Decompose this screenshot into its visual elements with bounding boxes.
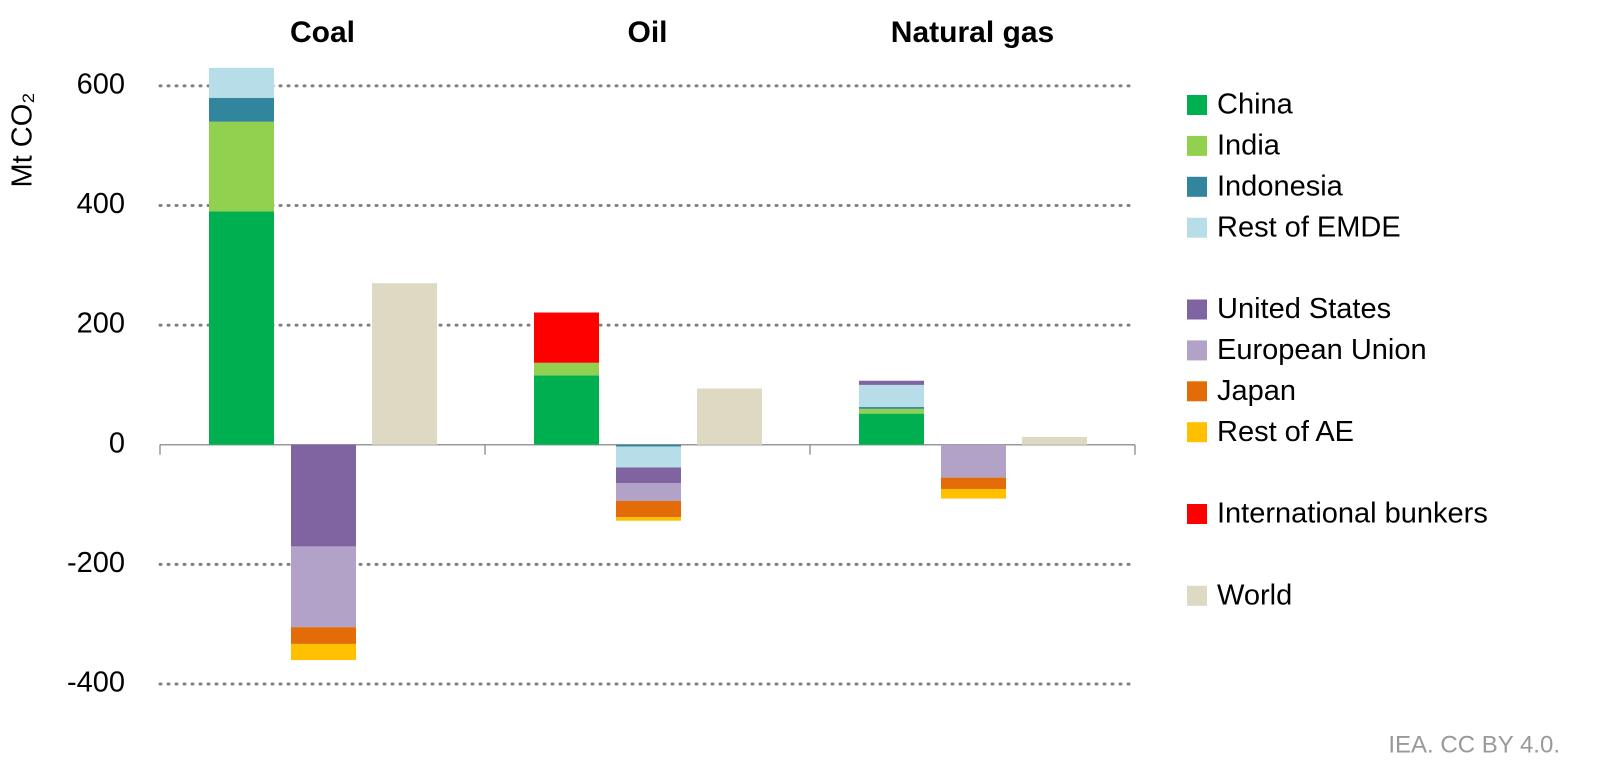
- bar-segment: [616, 444, 681, 447]
- category-label: Oil: [627, 16, 667, 49]
- bar-segment: [859, 380, 924, 385]
- legend-swatch: [1187, 381, 1207, 402]
- bar-segment: [941, 488, 1006, 499]
- bar-segment: [291, 546, 356, 628]
- bar-segment: [534, 362, 599, 376]
- bar-segment: [859, 408, 924, 414]
- bar-segment: [1022, 436, 1087, 445]
- bar-segment: [209, 121, 274, 212]
- legend-label: Japan: [1217, 375, 1296, 407]
- bar-segment: [291, 444, 356, 547]
- bar-segment: [859, 413, 924, 445]
- y-tick-label: -400: [67, 667, 125, 699]
- y-axis-title: Mt CO₂: [7, 92, 39, 187]
- category-label: Coal: [290, 16, 355, 49]
- bar-segment: [941, 477, 1006, 489]
- y-tick-label: 200: [77, 308, 125, 340]
- legend-label: World: [1217, 579, 1292, 611]
- bar-segment: [209, 211, 274, 445]
- legend-label: Indonesia: [1217, 170, 1344, 202]
- legend-label: United States: [1217, 293, 1391, 325]
- bar-segment: [534, 375, 599, 445]
- legend-label: India: [1217, 130, 1281, 162]
- y-tick-label: 600: [77, 68, 125, 100]
- category-label: Natural gas: [891, 16, 1054, 49]
- bar-segment: [616, 446, 681, 468]
- legend-swatch: [1187, 422, 1207, 443]
- bar-segment: [534, 312, 599, 363]
- legend-label: China: [1217, 89, 1294, 121]
- y-tick-label: 400: [77, 188, 125, 220]
- legend-swatch: [1187, 217, 1207, 238]
- bar-segment: [291, 627, 356, 644]
- y-tick-label: -200: [67, 547, 125, 579]
- bar-segment: [209, 97, 274, 122]
- legend-swatch: [1187, 95, 1207, 115]
- bar-segment: [616, 500, 681, 518]
- legend-label: European Union: [1217, 334, 1427, 366]
- legend-swatch: [1187, 504, 1207, 524]
- bar-segment: [941, 444, 1006, 478]
- legend-swatch: [1187, 135, 1207, 156]
- bar-segment: [697, 388, 762, 445]
- legend-label: International bunkers: [1217, 498, 1488, 530]
- bar-segment: [859, 384, 924, 408]
- legend-label: Rest of AE: [1217, 416, 1354, 448]
- y-tick-label: 0: [109, 427, 125, 459]
- legend-swatch: [1187, 299, 1207, 320]
- source-note: IEA. CC BY 4.0.: [1388, 731, 1560, 758]
- bar-segment: [291, 643, 356, 661]
- bar-segment: [616, 467, 681, 484]
- bar-segment: [616, 517, 681, 521]
- legend-swatch: [1187, 585, 1207, 606]
- legend-swatch: [1187, 340, 1207, 361]
- bar-segment: [616, 483, 681, 501]
- bar-segment: [859, 407, 924, 409]
- legend-label: Rest of EMDE: [1217, 211, 1401, 243]
- bar-segment: [209, 67, 274, 98]
- legend-swatch: [1187, 176, 1207, 197]
- bar-segment: [372, 283, 437, 445]
